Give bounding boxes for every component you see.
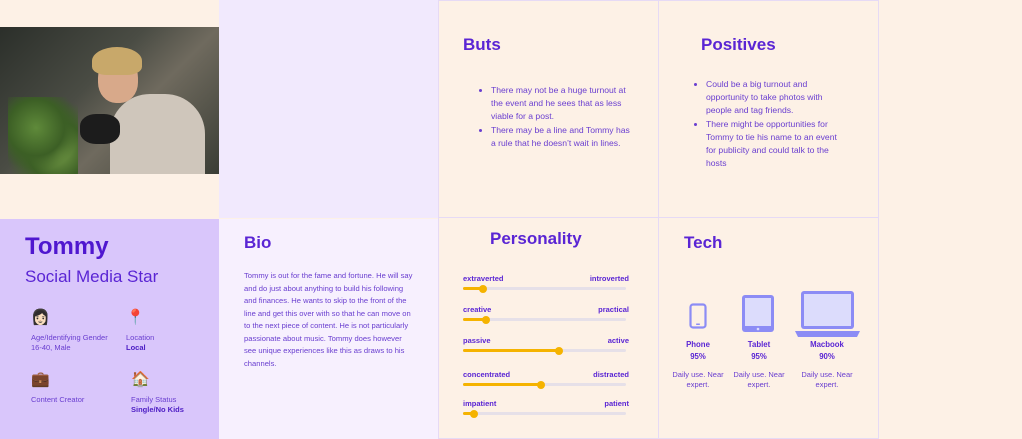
trait-knob[interactable] <box>478 284 487 293</box>
device-percent: 95% <box>751 352 767 361</box>
trait-fill <box>463 383 542 386</box>
trait-fill <box>463 287 483 290</box>
device-note: Daily use. Near expert. <box>801 370 853 389</box>
tablet-icon <box>742 295 774 332</box>
device-note: Daily use. Near expert. <box>672 370 724 389</box>
trait-right-label: active <box>607 336 629 345</box>
trait-track <box>463 315 626 324</box>
trait-right-label: patient <box>604 399 629 408</box>
tech-title: Tech <box>684 233 723 252</box>
detail-location: 📍 Location Local <box>126 309 206 353</box>
tech-device-tablet: Tablet 95% Daily use. Near expert. <box>721 340 797 390</box>
buts-list: There may not be a huge turnout at the e… <box>481 84 631 150</box>
laptop-icon <box>795 291 860 337</box>
lavender-panel <box>219 0 438 218</box>
device-percent: 90% <box>819 352 835 361</box>
trait-left-label: creative <box>463 305 492 314</box>
trait-fill <box>463 318 486 321</box>
list-item: There may be a line and Tommy has a rule… <box>491 124 631 150</box>
trait-left-label: concentrated <box>463 370 511 379</box>
tech-device-phone: Phone 95% Daily use. Near expert. <box>660 340 736 390</box>
device-name: Phone <box>686 340 710 349</box>
phone-icon <box>689 303 707 329</box>
detail-value: 16-40, Male <box>31 343 71 352</box>
trait-knob[interactable] <box>470 409 479 418</box>
trait-knob[interactable] <box>481 315 490 324</box>
plant-shape <box>8 97 78 174</box>
detail-label: Family Status <box>131 395 177 404</box>
buts-title: Buts <box>463 35 501 54</box>
device-note: Daily use. Near expert. <box>733 370 785 389</box>
detail-occupation: 💼 Content Creator <box>31 371 121 405</box>
tech-device-macbook: Macbook 90% Daily use. Near expert. <box>789 340 865 390</box>
detail-label: Age/Identifying Gender <box>31 333 108 342</box>
trait-left-label: impatient <box>463 399 497 408</box>
trait-track <box>463 380 626 389</box>
trait-right-label: distracted <box>593 370 629 379</box>
trait-track <box>463 284 626 293</box>
bio-text: Tommy is out for the fame and fortune. H… <box>244 271 413 368</box>
detail-value: Local <box>126 343 146 352</box>
device-percent: 95% <box>690 352 706 361</box>
profile-card: Tommy Social Media Star 👩🏻 Age/Identifyi… <box>0 219 219 439</box>
list-item: There may not be a huge turnout at the e… <box>491 84 631 124</box>
device-name: Tablet <box>747 340 771 349</box>
trait-right-label: introverted <box>589 274 629 283</box>
trait-track <box>463 409 626 418</box>
list-item: There might be opportunities for Tommy t… <box>706 118 848 171</box>
trait-knob[interactable] <box>537 380 546 389</box>
house-icon: 🏠 <box>131 371 150 388</box>
trait-right-label: practical <box>598 305 629 314</box>
location-pin-icon: 📍 <box>126 309 145 326</box>
trait-left-label: extraverted <box>463 274 504 283</box>
detail-value: Single/No Kids <box>131 405 184 414</box>
positives-title: Positives <box>701 35 776 54</box>
detail-label: Location <box>126 333 155 342</box>
person-illustration <box>80 39 205 174</box>
detail-age-gender: 👩🏻 Age/Identifying Gender 16-40, Male <box>31 309 121 353</box>
list-item: Could be a big turnout and opportunity t… <box>706 78 848 118</box>
positives-list: Could be a big turnout and opportunity t… <box>696 78 848 170</box>
detail-label: Content Creator <box>31 395 85 404</box>
persona-name: Tommy <box>25 233 109 260</box>
detail-family-status: 🏠 Family Status Single/No Kids <box>131 371 211 415</box>
trait-fill <box>463 412 475 415</box>
persona-role: Social Media Star <box>25 267 159 286</box>
personality-title: Personality <box>490 229 582 248</box>
trait-knob[interactable] <box>555 346 564 355</box>
bio-section: Bio Tommy is out for the fame and fortun… <box>219 219 438 439</box>
trait-track <box>463 346 626 355</box>
profile-photo <box>0 27 219 174</box>
person-icon: 👩🏻 <box>31 309 50 326</box>
briefcase-icon: 💼 <box>31 371 50 388</box>
trait-fill <box>463 349 560 352</box>
device-name: Macbook <box>810 340 844 349</box>
bio-title: Bio <box>244 233 272 252</box>
trait-left-label: passive <box>463 336 491 345</box>
